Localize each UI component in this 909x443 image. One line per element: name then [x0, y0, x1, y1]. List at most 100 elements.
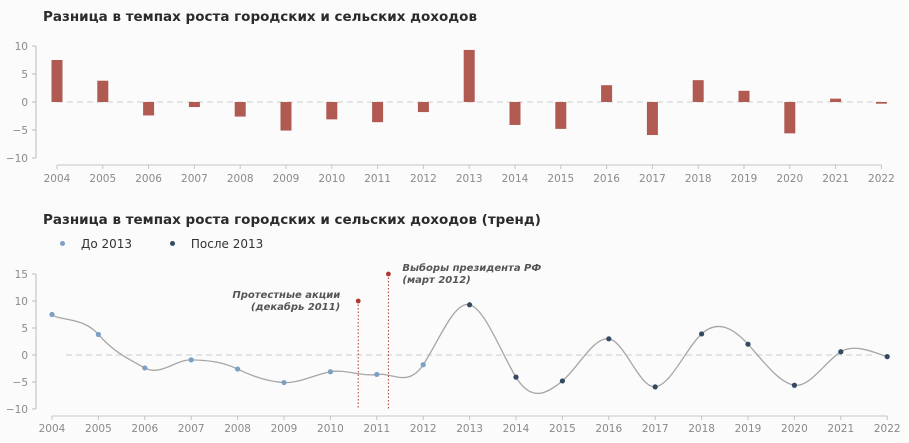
x-tick-label: 2008 — [224, 423, 251, 435]
x-tick-label: 2014 — [503, 423, 530, 435]
x-tick-label: 2011 — [363, 423, 390, 435]
trend-legend: До 2013 После 2013 — [60, 237, 297, 251]
x-tick-label: 2009 — [273, 173, 300, 185]
x-tick-label: 2013 — [456, 423, 483, 435]
y-tick-label: 15 — [15, 269, 28, 281]
bar — [738, 90, 750, 102]
point-before-2013 — [281, 379, 287, 386]
x-tick-label: 2016 — [595, 423, 622, 435]
x-tick-label: 2015 — [547, 173, 574, 185]
bar — [143, 102, 155, 116]
bar — [417, 102, 429, 113]
x-tick-label: 2008 — [227, 173, 254, 185]
bar — [692, 80, 704, 102]
annotation-label: (декабрь 2011) — [251, 301, 340, 313]
y-tick-label: −10 — [6, 404, 28, 416]
y-tick-label: 10 — [15, 296, 28, 308]
point-before-2013 — [95, 331, 101, 338]
legend-label-after-2013: После 2013 — [190, 237, 264, 251]
annotation-label: Выборы президента РФ — [402, 262, 541, 274]
bar — [188, 102, 200, 108]
x-tick-label: 2016 — [593, 173, 620, 185]
trend-line — [51, 304, 888, 395]
x-tick-label: 2006 — [131, 423, 158, 435]
legend-label-before-2013: До 2013 — [81, 237, 133, 251]
x-tick-label: 2007 — [178, 423, 205, 435]
annotation-marker — [386, 271, 391, 277]
x-tick-label: 2013 — [456, 173, 483, 185]
legend-item-before-2013[interactable]: До 2013 — [60, 237, 132, 251]
x-tick-label: 2021 — [827, 423, 854, 435]
legend-dot-after-2013 — [169, 241, 175, 246]
x-tick-label: 2017 — [639, 173, 666, 185]
bar — [51, 60, 63, 102]
point-after-2013 — [884, 354, 890, 360]
bar-chart-title: Разница в темпах роста городских и сельс… — [43, 9, 477, 25]
bar — [784, 102, 796, 134]
bar — [234, 102, 246, 117]
y-tick-label: 0 — [21, 350, 28, 362]
annotation-label: (март 2012) — [402, 275, 470, 286]
x-tick-label: 2012 — [410, 423, 437, 435]
x-tick-label: 2018 — [688, 423, 715, 435]
point-after-2013 — [513, 374, 519, 380]
x-tick-label: 2012 — [410, 173, 437, 185]
point-before-2013 — [420, 362, 426, 368]
x-tick-label: 2010 — [317, 423, 344, 435]
y-tick-label: −5 — [13, 377, 28, 389]
x-tick-label: 2011 — [364, 173, 391, 185]
point-after-2013 — [467, 302, 473, 308]
point-after-2013 — [559, 378, 566, 384]
y-tick-label: 5 — [21, 323, 28, 335]
bar — [280, 102, 292, 131]
point-after-2013 — [606, 336, 612, 342]
y-tick-label: 0 — [21, 97, 28, 109]
x-tick-label: 2009 — [271, 423, 298, 435]
bar — [646, 102, 658, 136]
x-tick-label: 2004 — [44, 173, 71, 185]
y-tick-label: 5 — [21, 69, 28, 81]
bar — [875, 102, 887, 104]
legend-dot-before-2013 — [60, 241, 65, 246]
point-before-2013 — [142, 365, 148, 371]
point-after-2013 — [791, 382, 798, 388]
bar — [555, 102, 567, 129]
x-tick-label: 2015 — [549, 423, 576, 435]
point-before-2013 — [49, 311, 55, 318]
x-tick-label: 2022 — [868, 173, 895, 185]
y-tick-label: 10 — [15, 41, 28, 53]
trend-chart-title: Разница в темпах роста городских и сельс… — [43, 212, 541, 228]
x-tick-label: 2020 — [776, 173, 803, 185]
y-tick-label: −10 — [6, 153, 28, 165]
y-tick-label: −5 — [13, 125, 28, 137]
point-after-2013 — [745, 341, 751, 347]
point-before-2013 — [235, 366, 241, 372]
x-tick-label: 2007 — [181, 173, 208, 185]
point-before-2013 — [327, 369, 333, 375]
x-tick-label: 2005 — [85, 423, 112, 435]
annotation-label: Протестные акции — [232, 290, 340, 301]
bar — [509, 102, 521, 125]
x-tick-label: 2010 — [318, 173, 345, 185]
annotation-marker — [355, 298, 361, 304]
bar — [372, 102, 384, 123]
x-tick-label: 2005 — [89, 173, 116, 185]
bar — [601, 85, 613, 102]
x-tick-label: 2022 — [874, 423, 901, 435]
point-after-2013 — [699, 331, 705, 337]
x-tick-label: 2021 — [822, 173, 849, 185]
point-after-2013 — [652, 384, 658, 390]
bar — [326, 102, 338, 120]
bar — [97, 80, 109, 102]
bar-chart: 10 5 0 −5 −10 2004 2005 2006 2007 2008 2009 2010 201… — [6, 41, 895, 185]
x-tick-label: 2018 — [685, 173, 712, 185]
legend-item-after-2013[interactable]: После 2013 — [169, 237, 264, 251]
point-before-2013 — [374, 371, 380, 378]
x-tick-label: 2004 — [39, 423, 66, 435]
x-tick-label: 2006 — [135, 173, 162, 185]
x-tick-label: 2017 — [642, 423, 669, 435]
point-after-2013 — [838, 349, 844, 355]
bar — [463, 49, 475, 102]
